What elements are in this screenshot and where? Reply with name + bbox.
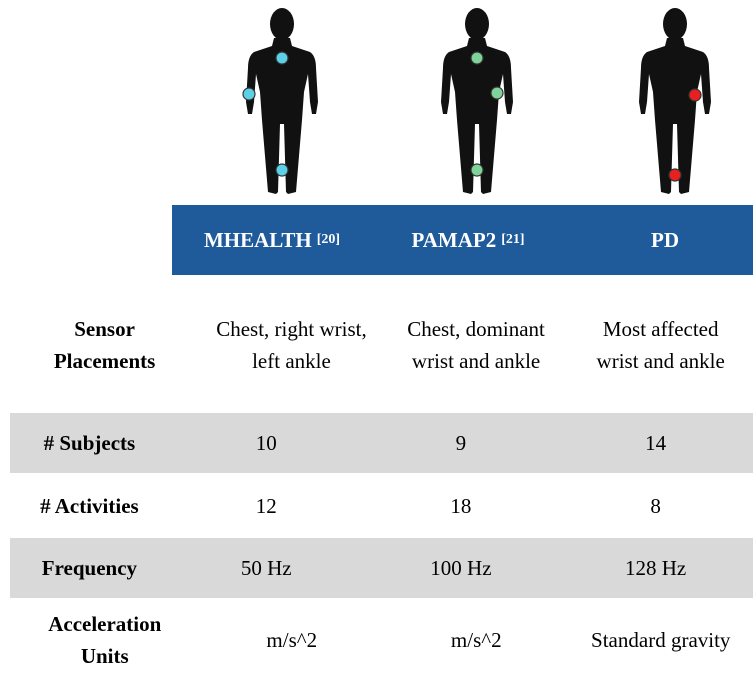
column-ref: [20] — [317, 232, 340, 248]
sensor — [471, 164, 483, 176]
column-header: PAMAP2 [21] — [368, 205, 568, 275]
header-band: MHEALTH [20] PAMAP2 [21] PD — [172, 205, 753, 275]
column-name: PD — [651, 228, 679, 253]
column-name: PAMAP2 — [411, 228, 496, 253]
sensor — [669, 169, 681, 181]
sensor — [276, 52, 288, 64]
sensor — [243, 88, 255, 100]
table-cell: Chest, right wrist, left ankle — [199, 313, 384, 377]
sensor — [471, 52, 483, 64]
table-cell: 12 — [169, 490, 364, 522]
row-label: # Activities — [10, 490, 169, 522]
sensor — [276, 164, 288, 176]
table-cell: Standard gravity — [569, 624, 753, 656]
table-cell: m/s^2 — [200, 624, 384, 656]
row-label: Frequency — [10, 552, 169, 584]
table-cell: 9 — [364, 427, 559, 459]
table-cell: m/s^2 — [384, 624, 568, 656]
table-cell: 50 Hz — [169, 552, 364, 584]
sensor — [491, 87, 503, 99]
column-ref: [21] — [501, 232, 524, 248]
column-header: PD — [565, 205, 753, 275]
row-label: Acceleration Units — [10, 608, 200, 672]
table-cell: 8 — [558, 490, 753, 522]
row-label: # Subjects — [10, 427, 169, 459]
table-cell: Chest, dominant wrist and ankle — [384, 313, 569, 377]
table-cell: 10 — [169, 427, 364, 459]
page: MHEALTH [20] PAMAP2 [21] PD Sensor Placeme… — [0, 0, 753, 674]
table-cell: 128 Hz — [558, 552, 753, 584]
sensor — [689, 89, 701, 101]
figures — [0, 0, 753, 200]
table-cell: 18 — [364, 490, 559, 522]
column-header: MHEALTH [20] — [172, 205, 372, 275]
body-figure — [639, 8, 711, 194]
table-cell: Most affected wrist and ankle — [568, 313, 753, 377]
table-cell: 14 — [558, 427, 753, 459]
table-cell: 100 Hz — [364, 552, 559, 584]
column-name: MHEALTH — [204, 228, 312, 253]
row-label: Sensor Placements — [10, 313, 199, 377]
